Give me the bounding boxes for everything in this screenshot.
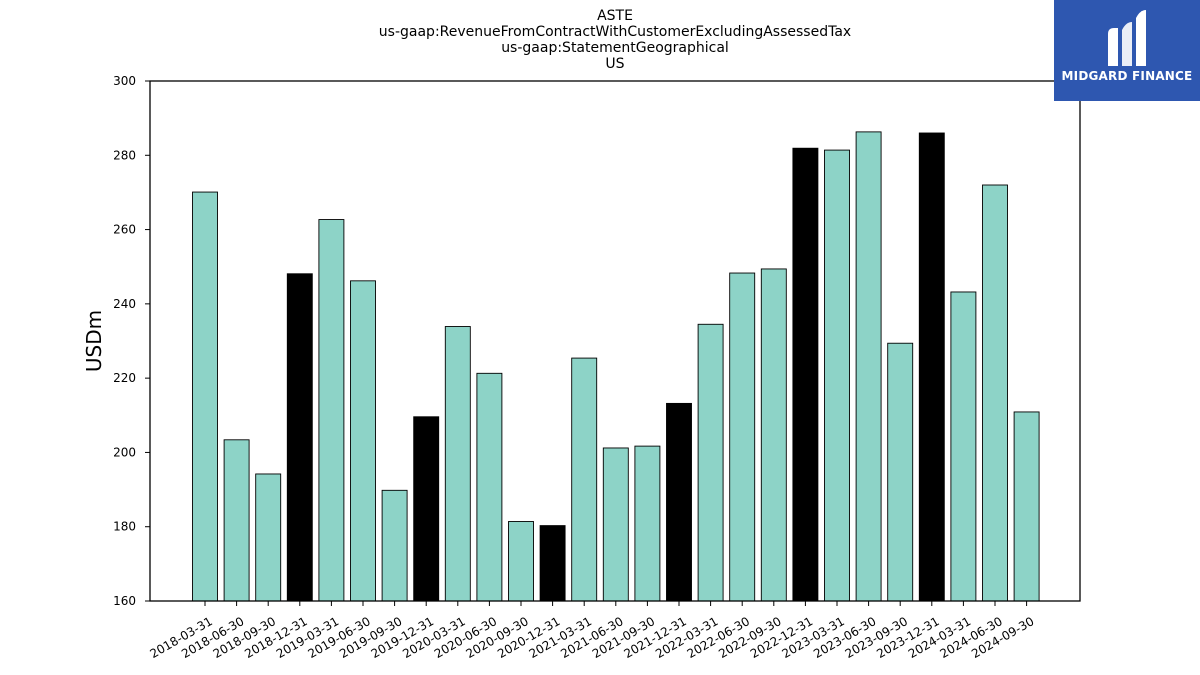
bar-2021-12-31 [666, 402, 692, 602]
y-tick-label: 160 [113, 594, 136, 608]
bar-2023-06-30 [855, 131, 882, 602]
bar-2022-12-31 [792, 147, 819, 602]
chart-title-line-4: US [605, 56, 625, 72]
bar-2022-06-30 [729, 272, 756, 602]
bars-group [192, 131, 1040, 602]
bar-2021-06-30 [602, 447, 629, 602]
bar-2018-12-31 [286, 273, 313, 602]
bar-2019-09-30 [381, 489, 408, 602]
bar-2019-12-31 [413, 416, 440, 602]
bar-2020-12-31 [539, 525, 566, 602]
bar-2018-06-30 [223, 439, 250, 602]
bar-2024-03-31 [950, 291, 977, 602]
bar-2023-09-30 [887, 342, 914, 602]
midgard-logo-icon [1108, 10, 1146, 66]
bar-2023-12-31 [918, 132, 945, 602]
y-tick-label: 200 [113, 445, 136, 459]
bar-2024-09-30 [1013, 411, 1040, 602]
bar-2021-03-31 [571, 357, 598, 602]
bar-2022-09-30 [760, 268, 787, 602]
y-tick-label: 300 [113, 74, 136, 88]
logo: MIDGARD FINANCE [1054, 0, 1200, 101]
bar-2024-06-30 [982, 184, 1008, 602]
y-tick-label: 180 [113, 520, 136, 534]
chart-title-line-2: us-gaap:RevenueFromContractWithCustomerE… [378, 24, 852, 40]
plot-frame [149, 80, 1081, 602]
bar-2019-06-30 [350, 280, 376, 602]
y-tick-label: 260 [113, 223, 136, 237]
chart-title-line-1: ASTE [597, 8, 633, 24]
y-tick-label: 220 [113, 371, 136, 385]
bar-2021-09-30 [634, 445, 661, 602]
y-axis-label: USDm [82, 310, 106, 372]
bar-2018-09-30 [255, 473, 282, 602]
bar-2019-03-31 [318, 219, 345, 602]
bar-2020-03-31 [444, 326, 471, 602]
chart-title-line-3: us-gaap:StatementGeographical [501, 40, 729, 56]
logo-text: MIDGARD FINANCE [1061, 69, 1193, 83]
y-tick-label: 280 [113, 148, 136, 162]
bar-2020-09-30 [508, 521, 534, 602]
y-tick-label: 240 [113, 297, 136, 311]
bar-2020-06-30 [476, 372, 503, 602]
x-axis: 2018-03-312018-06-302018-09-302018-12-31… [147, 601, 1036, 661]
y-axis: 160 180 200 220 240 260 280 300 [113, 74, 150, 608]
bar-2023-03-31 [824, 149, 850, 602]
bar-2022-03-31 [697, 323, 724, 602]
bar-2018-03-31 [192, 191, 218, 602]
